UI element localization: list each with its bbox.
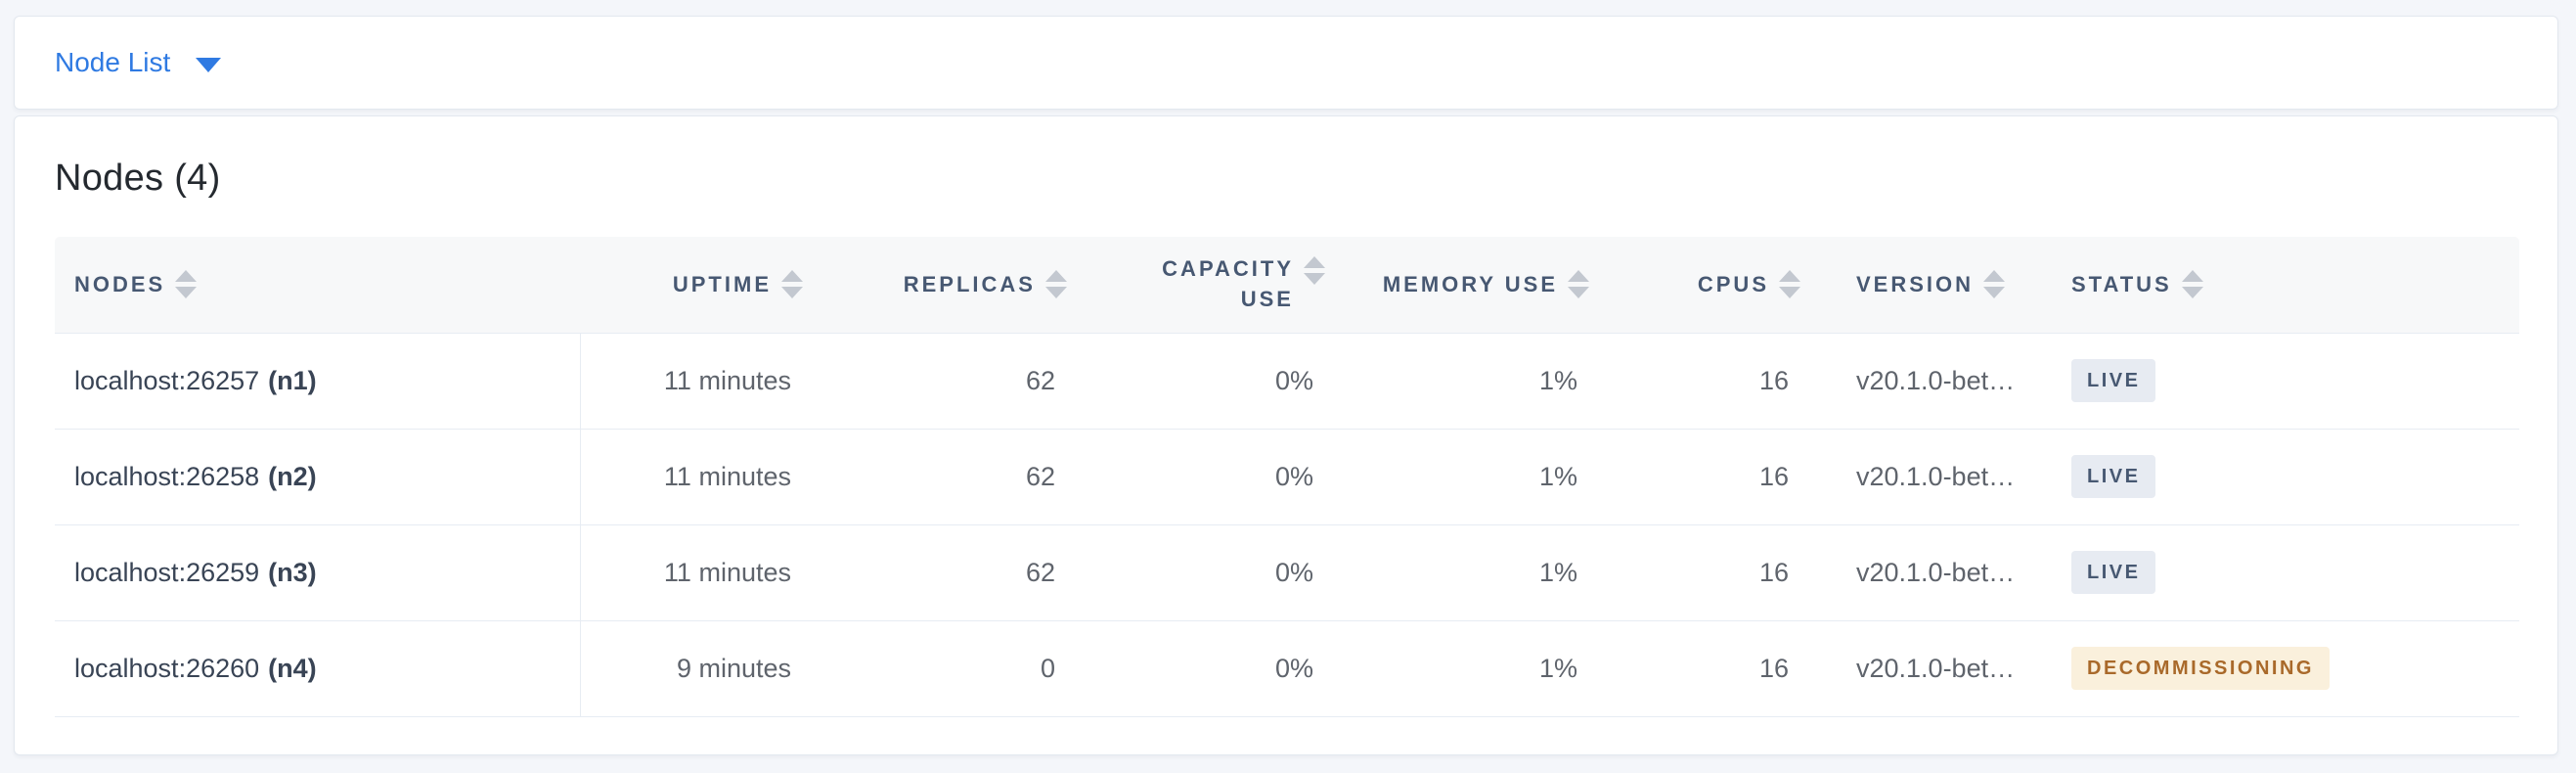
sort-arrows-icon	[1045, 270, 1067, 299]
node-id: (n2)	[268, 461, 317, 491]
node-address-cell: localhost:26258 (n2)	[55, 429, 581, 525]
memory-use-cell: 1%	[1325, 333, 1589, 430]
column-header-capacity-use[interactable]: CAPACITY USE	[1067, 237, 1325, 334]
cpus-cell: 16	[1589, 524, 1800, 621]
status-badge: DECOMMISSIONING	[2071, 647, 2330, 690]
capacity-use-cell: 0%	[1067, 333, 1325, 430]
status-cell: DECOMMISSIONING	[2052, 620, 2519, 717]
node-address-cell: localhost:26257 (n1)	[55, 333, 581, 430]
table-row: localhost:26258 (n2) 11 minutes 62 0% 1% …	[55, 429, 2519, 525]
sort-arrows-icon	[1779, 270, 1800, 299]
cpus-cell: 16	[1589, 333, 1800, 430]
replicas-cell: 62	[803, 429, 1067, 525]
capacity-use-cell: 0%	[1067, 429, 1325, 525]
node-address: localhost:26260	[74, 653, 260, 683]
node-address: localhost:26259	[74, 557, 260, 587]
node-id: (n1)	[268, 365, 317, 395]
sort-arrows-icon	[1568, 270, 1589, 299]
table-row: localhost:26259 (n3) 11 minutes 62 0% 1% …	[55, 524, 2519, 621]
capacity-use-cell: 0%	[1067, 620, 1325, 717]
replicas-cell: 62	[803, 333, 1067, 430]
node-address: localhost:26257	[74, 365, 260, 395]
caret-down-icon	[196, 57, 222, 72]
version-cell: v20.1.0-bet…	[1800, 524, 2052, 621]
sort-arrows-icon	[2181, 270, 2203, 299]
sort-arrows-icon	[175, 270, 198, 299]
cpus-cell: 16	[1589, 620, 1800, 717]
node-address: localhost:26258	[74, 461, 260, 491]
node-list-table: NODES UPTIME REPLICAS CAPACITY USE MEMOR…	[55, 237, 2519, 717]
node-id: (n4)	[268, 653, 317, 683]
column-header-status[interactable]: STATUS	[2052, 237, 2519, 334]
column-header-version[interactable]: VERSION	[1800, 237, 2052, 334]
uptime-cell: 11 minutes	[580, 333, 803, 430]
replicas-cell: 62	[803, 524, 1067, 621]
column-header-uptime[interactable]: UPTIME	[580, 237, 803, 334]
view-selector-dropdown[interactable]: Node List	[55, 47, 222, 78]
node-id: (n3)	[268, 557, 317, 587]
table-row: localhost:26257 (n1) 11 minutes 62 0% 1% …	[55, 333, 2519, 430]
view-selector-bar: Node List	[14, 16, 2558, 110]
status-badge: LIVE	[2071, 551, 2156, 594]
nodes-panel: Nodes (4) NODES UPTIME REPLICAS CAPACITY…	[14, 115, 2558, 755]
status-badge: LIVE	[2071, 455, 2156, 498]
memory-use-cell: 1%	[1325, 524, 1589, 621]
cpus-cell: 16	[1589, 429, 1800, 525]
page-title: Nodes (4)	[55, 158, 221, 199]
status-cell: LIVE	[2052, 333, 2519, 430]
table-row: localhost:26260 (n4) 9 minutes 0 0% 1% 16…	[55, 620, 2519, 717]
version-cell: v20.1.0-bet…	[1800, 333, 2052, 430]
column-header-memory-use[interactable]: MEMORY USE	[1325, 237, 1589, 334]
sort-arrows-icon	[1983, 270, 2006, 299]
sort-arrows-icon	[1304, 255, 1325, 285]
status-badge: LIVE	[2071, 359, 2156, 402]
node-address-cell: localhost:26260 (n4)	[55, 620, 581, 717]
version-cell: v20.1.0-bet…	[1800, 620, 2052, 717]
column-header-replicas[interactable]: REPLICAS	[803, 237, 1067, 334]
status-cell: LIVE	[2052, 524, 2519, 621]
view-selector-label: Node List	[55, 47, 171, 77]
table-header-row: NODES UPTIME REPLICAS CAPACITY USE MEMOR…	[55, 237, 2519, 334]
column-header-nodes[interactable]: NODES	[55, 237, 580, 334]
sort-arrows-icon	[781, 270, 803, 299]
column-header-cpus[interactable]: CPUS	[1589, 237, 1800, 334]
version-cell: v20.1.0-bet…	[1800, 429, 2052, 525]
uptime-cell: 9 minutes	[580, 620, 803, 717]
node-address-cell: localhost:26259 (n3)	[55, 524, 581, 621]
capacity-use-cell: 0%	[1067, 524, 1325, 621]
uptime-cell: 11 minutes	[580, 429, 803, 525]
status-cell: LIVE	[2052, 429, 2519, 525]
uptime-cell: 11 minutes	[580, 524, 803, 621]
replicas-cell: 0	[803, 620, 1067, 717]
memory-use-cell: 1%	[1325, 620, 1589, 717]
memory-use-cell: 1%	[1325, 429, 1589, 525]
